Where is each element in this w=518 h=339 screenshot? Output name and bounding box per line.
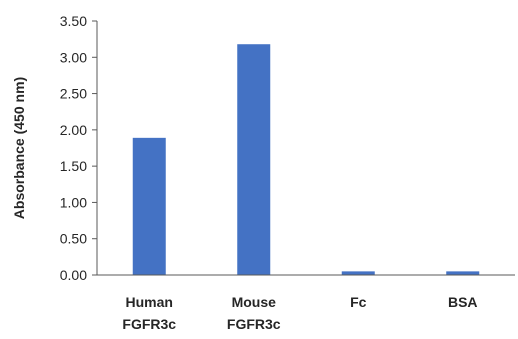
y-tick-label: 1.00 bbox=[60, 194, 87, 210]
category-label: Mouse bbox=[232, 294, 277, 310]
bar bbox=[237, 44, 271, 276]
category-label: Human bbox=[126, 294, 173, 310]
y-tick-label: 3.50 bbox=[60, 13, 87, 29]
y-ticks: 0.00 0.50 1.00 1.50 2.00 2.50 3.00 3.50 bbox=[60, 13, 97, 283]
y-axis-title: Absorbance (450 nm) bbox=[11, 77, 27, 219]
category-label: FGFR3c bbox=[122, 316, 176, 332]
y-tick-label: 3.00 bbox=[60, 49, 87, 65]
y-tick-label: 1.50 bbox=[60, 158, 87, 174]
y-tick-label: 2.00 bbox=[60, 122, 87, 138]
axes bbox=[96, 21, 515, 276]
bars bbox=[132, 44, 480, 276]
y-tick-label: 0.50 bbox=[60, 231, 87, 247]
category-labels: Human FGFR3c Mouse FGFR3c Fc BSA bbox=[122, 294, 477, 332]
bar bbox=[341, 271, 375, 275]
y-tick-label: 0.00 bbox=[60, 267, 87, 283]
bar bbox=[132, 137, 166, 275]
category-label: BSA bbox=[448, 294, 478, 310]
y-axis-title-group: Absorbance (450 nm) bbox=[11, 77, 27, 219]
category-label: Fc bbox=[350, 294, 367, 310]
y-tick-label: 2.50 bbox=[60, 86, 87, 102]
category-label: FGFR3c bbox=[227, 316, 281, 332]
bar bbox=[446, 271, 480, 275]
